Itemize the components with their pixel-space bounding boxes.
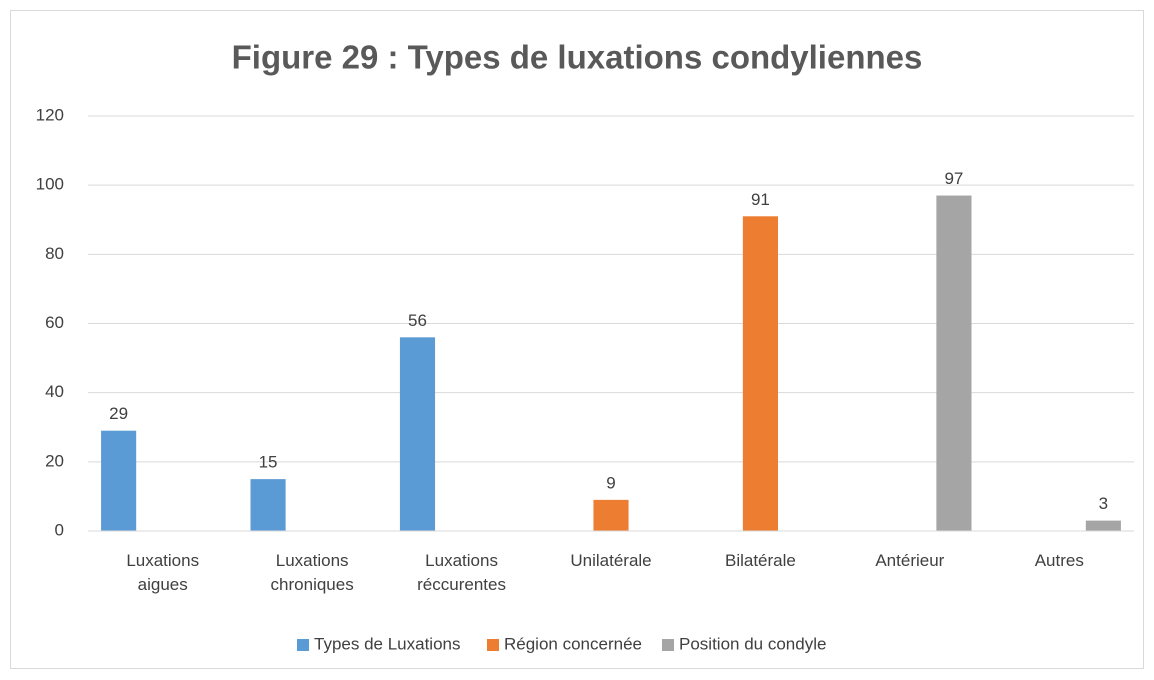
chart-title: Figure 29 : Types de luxations condylien… — [232, 39, 923, 76]
bar — [101, 430, 137, 531]
y-tick-label: 80 — [45, 244, 64, 263]
bar — [250, 479, 286, 531]
value-label: 97 — [944, 169, 963, 188]
legend-swatch — [297, 639, 309, 651]
x-tick-label: Unilatérale — [570, 551, 652, 570]
value-label: 56 — [408, 311, 427, 330]
legend-label: Types de Luxations — [314, 634, 460, 653]
y-tick-label: 60 — [45, 313, 64, 332]
legend-label: Région concernée — [504, 634, 642, 653]
value-label: 9 — [606, 473, 615, 492]
y-tick-label: 20 — [45, 451, 64, 470]
legend-label: Position du condyle — [679, 634, 826, 653]
x-tick-label: Luxations aigues — [126, 551, 200, 594]
bar — [936, 195, 972, 531]
x-tick-label: Bilatérale — [724, 551, 796, 570]
value-label: 15 — [259, 453, 278, 472]
x-tick-label: Autres — [1034, 551, 1084, 570]
bar — [593, 499, 629, 531]
value-label: 29 — [109, 404, 128, 423]
y-tick-label: 0 — [55, 520, 64, 539]
legend-swatch — [487, 639, 499, 651]
x-tick-label: Luxations réccurentes — [417, 551, 506, 594]
bar — [399, 337, 436, 531]
y-tick-label: 40 — [45, 382, 64, 401]
value-label: 3 — [1099, 494, 1108, 513]
value-label: 91 — [751, 190, 770, 209]
x-tick-label: Luxations chroniques — [270, 551, 354, 594]
y-tick-label: 120 — [36, 105, 64, 124]
bar — [1085, 520, 1121, 531]
bar — [742, 216, 778, 531]
y-tick-label: 100 — [36, 175, 64, 194]
x-tick-label: Antérieur — [875, 551, 945, 570]
legend-swatch — [662, 639, 674, 651]
